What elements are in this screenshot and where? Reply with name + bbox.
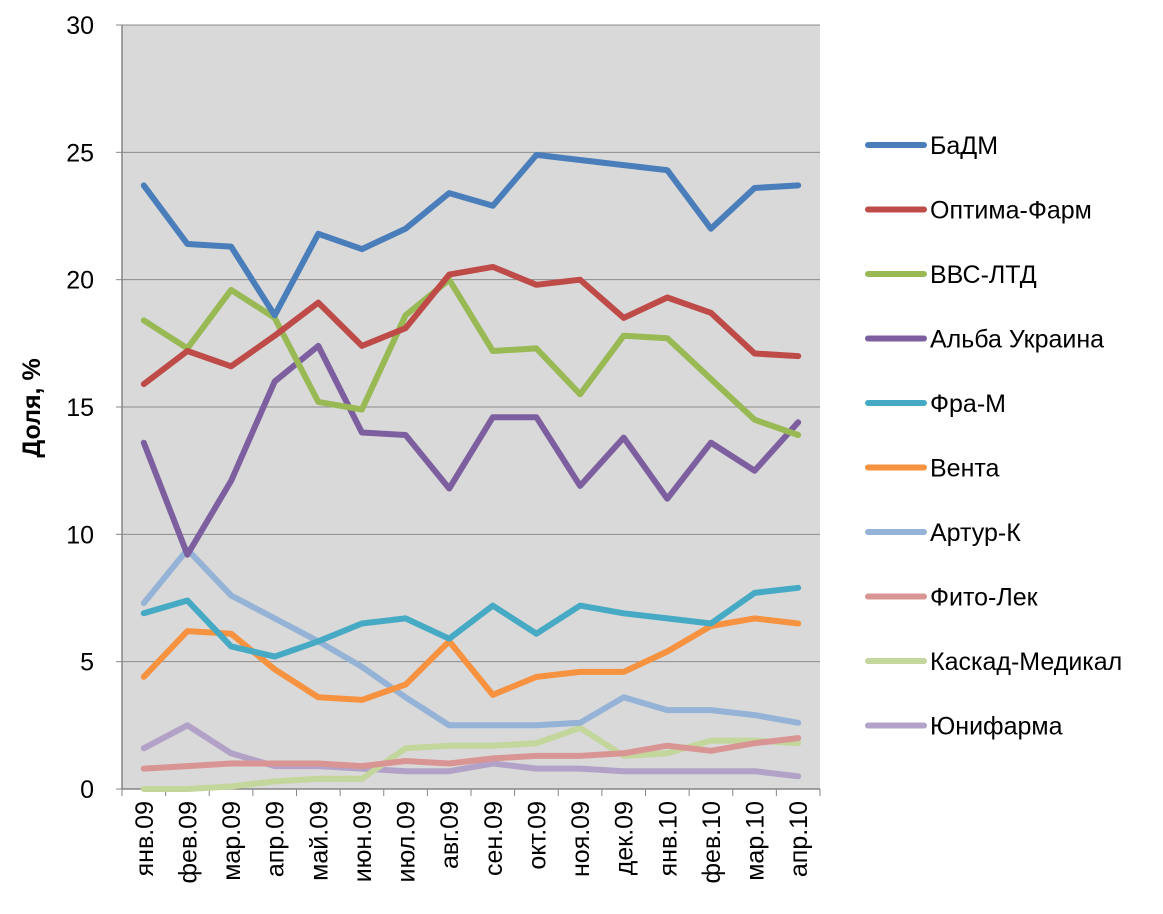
y-tick-label-3: 15: [66, 394, 94, 422]
x-tick-label-12: янв.10: [654, 801, 682, 876]
series-line-3: [140, 342, 802, 558]
legend-label-0: БаДМ: [930, 132, 998, 160]
series-line-1: [140, 263, 802, 388]
x-tick-label-11: дек.09: [611, 801, 639, 875]
legend-label-6: Артур-К: [930, 519, 1021, 547]
x-tick-label-8: сен.09: [480, 801, 508, 876]
y-tick-label-1: 5: [80, 649, 94, 677]
legend-label-9: Юнифарма: [930, 713, 1063, 741]
y-tick-label-2: 10: [66, 521, 94, 549]
x-axis: янв.09 фев.09 мар.09 апр.09 май.09 июн.09 июл.…: [121, 788, 821, 884]
x-tick-label-7: авг.09: [436, 801, 464, 869]
series-line-7: [140, 735, 802, 772]
series-line-9: [140, 722, 802, 780]
legend-label-5: Вента: [930, 455, 1000, 483]
legend-label-2: ВВС-ЛТД: [930, 261, 1037, 289]
x-tick-label-6: июл.09: [393, 801, 421, 883]
x-tick-label-15: апр.10: [785, 801, 813, 877]
x-tick-label-0: янв.09: [131, 801, 159, 876]
x-tick-label-4: май.09: [305, 801, 333, 881]
x-tick-label-13: фев.10: [698, 801, 726, 884]
series-line-6: [140, 546, 802, 729]
x-tick-label-1: фев.09: [174, 801, 202, 884]
legend-label-8: Каскад-Медикал: [930, 648, 1122, 676]
legend-label-1: Оптима-Фарм: [930, 197, 1092, 225]
x-tick-label-9: окт.09: [523, 801, 551, 870]
series-line-2: [140, 276, 802, 438]
gridlines: [122, 24, 820, 663]
legend-label-4: Фра-М: [930, 390, 1006, 418]
x-tick-label-2: мар.09: [218, 801, 246, 881]
legend-label-3: Альба Украина: [930, 326, 1104, 354]
x-tick-label-14: мар.10: [742, 801, 770, 881]
series-lines: [140, 151, 802, 792]
x-tick-label-10: ноя.09: [567, 801, 595, 877]
y-tick-label-4: 20: [66, 267, 94, 295]
series-line-0: [140, 151, 802, 319]
legend-label-7: Фито-Лек: [930, 584, 1039, 612]
series-line-4: [140, 584, 802, 660]
x-tick-label-3: апр.09: [262, 801, 290, 877]
y-axis-title: Доля, %: [18, 358, 46, 457]
legend: БаДМ Оптима-Фарм ВВС-ЛТД Альба Украина Фра-М…: [865, 132, 1122, 741]
y-tick-label-5: 25: [66, 139, 94, 167]
y-tick-label-0: 0: [80, 776, 94, 804]
x-tick-label-5: июн.09: [349, 801, 377, 882]
y-tick-label-6: 30: [66, 12, 94, 40]
y-axis: 0 5 10 15 20 25 30: [66, 12, 123, 804]
